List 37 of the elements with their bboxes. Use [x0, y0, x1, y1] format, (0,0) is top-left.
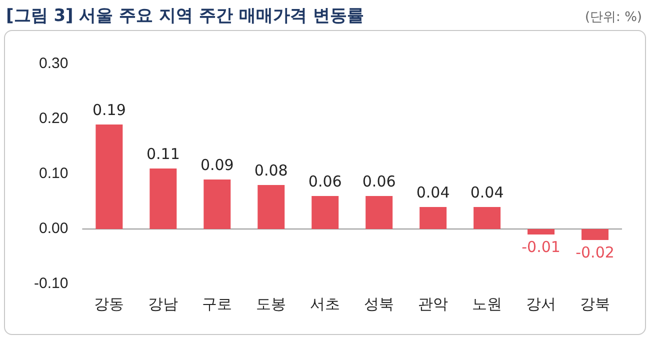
x-tick-label: 강북: [580, 296, 610, 314]
y-tick-label: -0.10: [34, 275, 68, 292]
y-tick-label: 0.20: [38, 110, 68, 128]
x-tick-label: 강남: [148, 296, 178, 314]
data-label: -0.02: [576, 243, 614, 262]
data-label: 0.11: [146, 144, 180, 163]
bar: [474, 207, 501, 229]
x-tick-label: 강서: [526, 296, 556, 314]
x-tick-label: 관악: [418, 296, 448, 314]
bar: [528, 229, 555, 234]
bar: [366, 196, 393, 229]
bar: [258, 185, 285, 229]
y-tick-label: 0.30: [38, 55, 68, 72]
data-label: 0.09: [200, 156, 234, 174]
data-label: 0.06: [362, 172, 396, 190]
data-label: 0.06: [308, 172, 342, 190]
bar: [204, 180, 231, 229]
data-label: 0.04: [470, 183, 504, 202]
text: (단위: %): [584, 9, 642, 26]
data-label: -0.01: [522, 238, 560, 256]
y-tick-label: 0.10: [38, 165, 68, 182]
x-tick-label: 성북: [364, 296, 394, 314]
x-tick-label: 도봉: [256, 296, 286, 314]
y-tick-label: 0.00: [38, 220, 68, 238]
bar: [96, 124, 123, 229]
bar: [582, 229, 609, 240]
x-tick-label: 노원: [472, 296, 502, 314]
data-label: 0.04: [416, 183, 450, 202]
data-label: 0.19: [92, 100, 126, 119]
x-tick-label: 구로: [202, 296, 232, 314]
x-tick-label: 서초: [310, 296, 340, 314]
chart-title: [그림 3] 서울 주요 지역 주간 매매가격 변동률: [6, 5, 364, 27]
data-label: 0.08: [254, 161, 288, 180]
bar: [420, 207, 447, 229]
bar: [312, 196, 339, 229]
bar: [150, 168, 177, 229]
x-tick-label: 강동: [94, 296, 124, 314]
